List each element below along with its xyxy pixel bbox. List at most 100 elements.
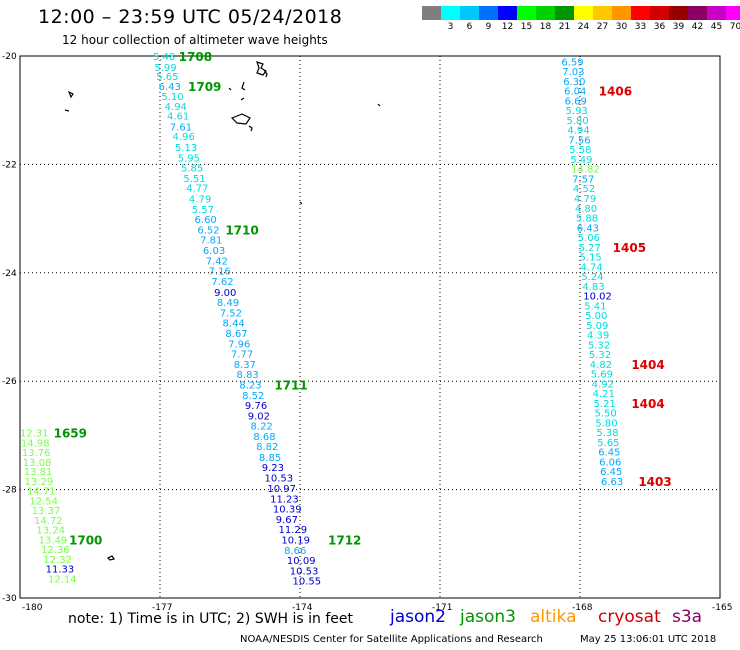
wave-height-label: 4.94 [165, 102, 187, 113]
satellite-tracks: 5.485.995.656.435.104.944.617.614.965.13… [20, 50, 672, 588]
legend-swatch [612, 6, 631, 20]
legend-label: 24 [577, 22, 590, 32]
satellite-legend-item: jason3 [460, 607, 516, 627]
legend-label: 30 [615, 22, 628, 32]
wave-height-label: 5.21 [594, 399, 616, 410]
wave-height-label: 14.71 [27, 487, 56, 498]
satellite-legend-item: jason2 [390, 607, 446, 627]
legend-label: 45 [710, 22, 723, 32]
wave-height-label: 8.66 [284, 546, 306, 557]
wave-height-label: 7.16 [209, 267, 231, 278]
timestamp: May 25 13:06:01 UTC 2018 [580, 634, 717, 645]
wave-height-label: 6.60 [195, 215, 217, 226]
legend-swatch [555, 6, 574, 20]
wave-height-label: 12.32 [43, 555, 72, 566]
legend-label: 36 [653, 22, 666, 32]
pass-time-label: 1659 [54, 427, 87, 441]
wave-height-label: 7.56 [568, 135, 590, 146]
legend-label: 15 [520, 22, 533, 32]
wave-height-label: 8.85 [259, 453, 281, 464]
legend-swatch [479, 6, 498, 20]
wave-height-label: 8.23 [239, 380, 261, 391]
wave-height-label: 5.49 [570, 155, 592, 166]
wave-height-label: 4.80 [575, 204, 597, 215]
wave-height-label: 6.30 [563, 77, 585, 88]
page-title: 12:00 – 23:59 UTC 05/24/2018 [38, 6, 343, 28]
page-subtitle: 12 hour collection of altimeter wave hei… [62, 33, 328, 47]
legend-label: 21 [558, 22, 571, 32]
legend-label: 9 [485, 22, 492, 32]
wave-height-label: 10.55 [293, 577, 322, 588]
wave-height-label: 5.38 [596, 428, 618, 439]
wave-height-label: 5.32 [589, 350, 611, 361]
wave-height-label: 4.74 [580, 262, 602, 273]
map-frame [19, 55, 721, 599]
legend-swatch [574, 6, 593, 20]
wave-height-label: 14.98 [21, 438, 50, 449]
wave-height-label: 6.52 [197, 225, 219, 236]
wave-height-label: 8.52 [242, 391, 264, 402]
wave-height-label: 4.83 [582, 282, 604, 293]
wave-height-label: 6.45 [598, 448, 620, 459]
pass-time-label: 1711 [274, 378, 307, 392]
wave-height-label: 4.92 [592, 379, 614, 390]
legend-swatch [422, 6, 441, 20]
satellite-legend-item: cryosat [598, 607, 661, 627]
wave-height-label: 5.69 [591, 370, 613, 381]
wave-height-label: 4.77 [186, 184, 208, 195]
wave-height-label: 7.57 [572, 174, 594, 185]
x-tick-label: -168 [572, 603, 593, 613]
wave-height-label: 6.06 [599, 457, 621, 468]
wave-height-label: 11.29 [279, 525, 308, 536]
legend-label: 70 [729, 22, 740, 32]
wave-height-label: 7.42 [206, 256, 228, 267]
wave-height-label: 8.82 [256, 442, 278, 453]
pass-time-label: 1405 [613, 241, 646, 255]
wave-height-label: 13.24 [36, 526, 65, 537]
legend-swatch [688, 6, 707, 20]
wave-height-label: 13.37 [32, 506, 61, 517]
wave-height-label: 13.81 [24, 467, 53, 478]
legend-swatch [441, 6, 460, 20]
y-tick-label: -20 [2, 52, 17, 62]
wave-height-label: 10.97 [267, 484, 296, 495]
wave-height-label: 7.03 [562, 67, 584, 78]
wave-height-label: 7.62 [211, 277, 233, 288]
pass-time-label: 1712 [328, 533, 361, 547]
wave-height-label: 10.53 [265, 474, 294, 485]
y-tick-label: -28 [2, 486, 17, 496]
wave-height-label: 10.09 [287, 556, 316, 567]
graticule [20, 56, 720, 598]
pass-time-label: 1710 [225, 223, 258, 237]
wave-height-label: 6.43 [159, 82, 181, 93]
wave-height-label: 4.82 [590, 360, 612, 371]
wave-height-label: 10.19 [281, 535, 310, 546]
wave-height-label: 6.43 [577, 223, 599, 234]
land-islands [64, 61, 381, 561]
island-shape [106, 201, 303, 561]
wave-height-label: 10.39 [273, 505, 302, 516]
wave-height-label: 14.72 [34, 516, 63, 527]
wave-height-label: 7.77 [231, 350, 253, 361]
wave-height-label: 8.44 [223, 319, 245, 330]
wave-height-label: 12.14 [48, 574, 77, 585]
pass-time-label: 1403 [638, 475, 671, 489]
y-tick-label: -30 [2, 594, 17, 604]
wave-height-label: 5.00 [585, 311, 607, 322]
wave-height-label: 9.67 [276, 515, 298, 526]
wave-height-label: 5.65 [156, 72, 178, 83]
x-tick-label: -177 [152, 603, 172, 613]
wave-height-label: 13.08 [23, 458, 52, 469]
wave-height-label: 9.00 [214, 288, 236, 299]
legend-swatch [669, 6, 688, 20]
legend-label: 33 [634, 22, 647, 32]
satellite-legend-item: s3a [672, 607, 703, 627]
wave-height-label: 4.61 [167, 112, 189, 123]
wave-height-label: 6.59 [561, 57, 583, 68]
wave-height-label: 5.51 [183, 174, 205, 185]
wave-height-label: 8.22 [251, 422, 273, 433]
wave-height-label: 4.94 [567, 126, 589, 137]
axis-tick-labels: -180 -177 -174 -171 -168 -165 -20 -22 -24 -26 -28 -… [2, 52, 732, 613]
